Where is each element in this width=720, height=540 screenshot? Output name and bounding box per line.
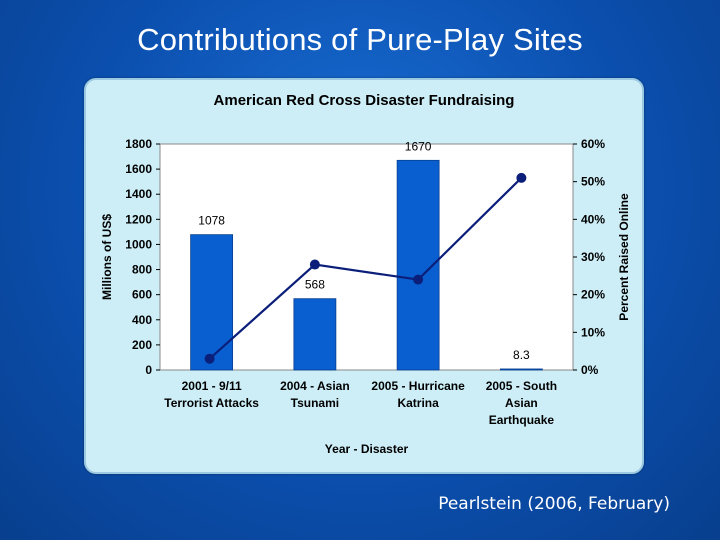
y-axis-label: Millions of US$ (100, 214, 114, 300)
bar (499, 368, 543, 371)
category-label: Katrina (397, 396, 439, 410)
y-tick-label: 400 (132, 313, 152, 327)
category-label: Terrorist Attacks (164, 396, 259, 410)
bar-value-label: 1670 (405, 139, 432, 153)
category-label: 2005 - South (486, 379, 557, 393)
category-label: Asian (505, 396, 538, 410)
citation: Pearlstein (2006, February) (438, 494, 670, 514)
y2-axis-label: Percent Raised Online (617, 193, 631, 321)
y-tick-label: 1200 (125, 212, 152, 226)
y-tick-label: 1400 (125, 187, 152, 201)
y-tick-label: 1600 (125, 162, 152, 176)
y-tick-label: 1000 (125, 237, 152, 251)
bar-value-label: 568 (305, 278, 325, 292)
y2-tick-label: 60% (581, 137, 605, 151)
bar-value-label: 8.3 (513, 348, 530, 362)
chart-title: American Red Cross Disaster Fundraising (214, 92, 515, 109)
category-label: 2005 - Hurricane (371, 379, 465, 393)
percent-point (516, 172, 527, 183)
y2-tick-label: 30% (581, 250, 605, 264)
y-tick-label: 1800 (125, 137, 152, 151)
bar (293, 298, 337, 371)
y-tick-label: 800 (132, 263, 152, 277)
y2-tick-label: 40% (581, 212, 605, 226)
bar (190, 234, 234, 371)
percent-point (413, 274, 424, 285)
category-label: Tsunami (291, 396, 339, 410)
y-tick-label: 600 (132, 288, 152, 302)
slide-title: Contributions of Pure-Play Sites (137, 22, 583, 57)
chart-panel: American Red Cross Disaster Fundraising 0… (84, 78, 644, 474)
category-label: Earthquake (489, 413, 555, 427)
y2-tick-label: 20% (581, 288, 605, 302)
y-tick-label: 200 (132, 338, 152, 352)
percent-point (204, 353, 215, 364)
y2-tick-label: 10% (581, 325, 605, 339)
percent-point (309, 259, 320, 270)
chart-svg: American Red Cross Disaster Fundraising 0… (100, 92, 631, 456)
y2-tick-label: 50% (581, 175, 605, 189)
category-label: 2001 - 9/11 (182, 379, 242, 393)
percent-line (208, 177, 523, 360)
y-tick-label: 0 (145, 363, 152, 377)
y2-tick-label: 0% (581, 363, 599, 377)
bar-value-label: 1078 (198, 214, 225, 228)
x-axis-label: Year - Disaster (325, 442, 409, 456)
category-label: 2004 - Asian (280, 379, 350, 393)
